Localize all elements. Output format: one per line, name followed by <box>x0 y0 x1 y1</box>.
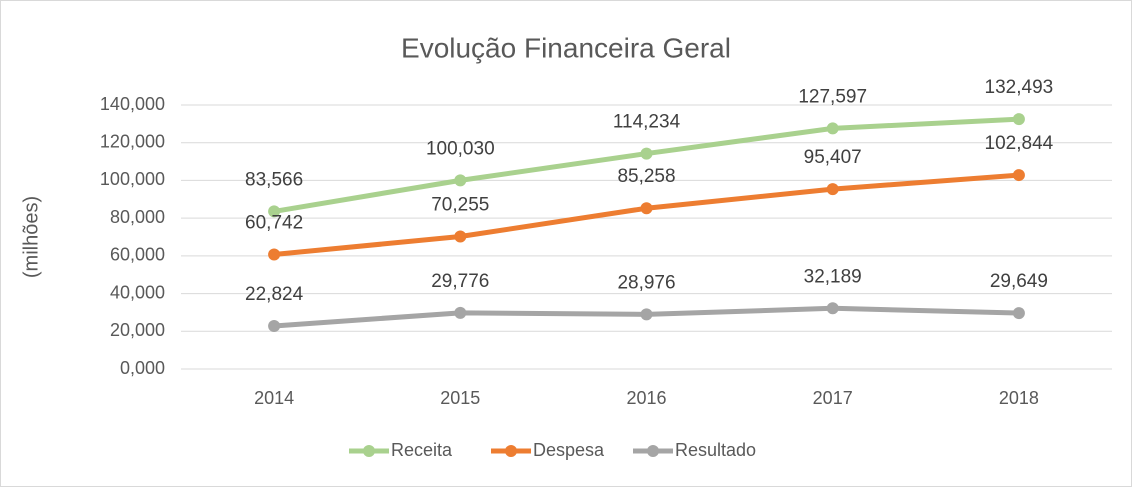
y-tick-label: 60,000 <box>110 245 165 265</box>
x-tick-label: 2018 <box>999 388 1039 408</box>
data-label: 85,258 <box>617 166 675 187</box>
data-label: 83,566 <box>245 169 303 190</box>
y-tick-label: 140,000 <box>100 94 165 114</box>
y-tick-label: 20,000 <box>110 320 165 340</box>
data-label: 28,976 <box>617 272 675 293</box>
data-point <box>1012 113 1025 126</box>
x-tick-label: 2015 <box>440 388 480 408</box>
y-tick-label: 0,000 <box>120 358 165 378</box>
data-point <box>640 308 653 321</box>
data-label: 29,776 <box>431 271 489 292</box>
data-label: 22,824 <box>245 284 304 305</box>
legend-label: Resultado <box>675 440 756 460</box>
y-tick-label: 40,000 <box>110 282 165 302</box>
y-axis-label: (milhões) <box>20 196 42 278</box>
data-point <box>826 183 839 196</box>
legend-marker <box>647 445 659 457</box>
data-label: 132,493 <box>985 77 1054 98</box>
data-point <box>454 306 467 319</box>
data-point <box>826 302 839 315</box>
data-label: 102,844 <box>985 133 1054 154</box>
data-label: 100,030 <box>426 138 495 159</box>
x-tick-label: 2017 <box>813 388 853 408</box>
data-label: 32,189 <box>804 266 862 287</box>
data-label: 70,255 <box>431 195 489 216</box>
y-tick-label: 120,000 <box>100 131 165 151</box>
legend-label: Receita <box>391 440 453 460</box>
data-point <box>826 122 839 135</box>
data-point <box>1012 307 1025 320</box>
data-point <box>454 174 467 187</box>
x-tick-label: 2016 <box>626 388 666 408</box>
data-point <box>1012 169 1025 182</box>
data-point <box>454 230 467 243</box>
data-point <box>268 248 281 261</box>
chart-title: Evolução Financeira Geral <box>401 32 731 63</box>
data-label: 29,649 <box>990 271 1048 292</box>
x-tick-label: 2014 <box>254 388 294 408</box>
legend-marker <box>363 445 375 457</box>
data-label: 114,234 <box>613 112 681 133</box>
y-tick-label: 100,000 <box>100 169 165 189</box>
data-point <box>640 202 653 215</box>
data-label: 95,407 <box>804 147 862 168</box>
data-point <box>640 147 653 160</box>
y-tick-label: 80,000 <box>110 207 165 227</box>
data-point <box>268 319 281 332</box>
data-point <box>268 205 281 218</box>
data-label: 60,742 <box>245 212 303 233</box>
data-label: 127,597 <box>798 86 867 107</box>
legend-marker <box>505 445 517 457</box>
legend-label: Despesa <box>533 440 605 460</box>
